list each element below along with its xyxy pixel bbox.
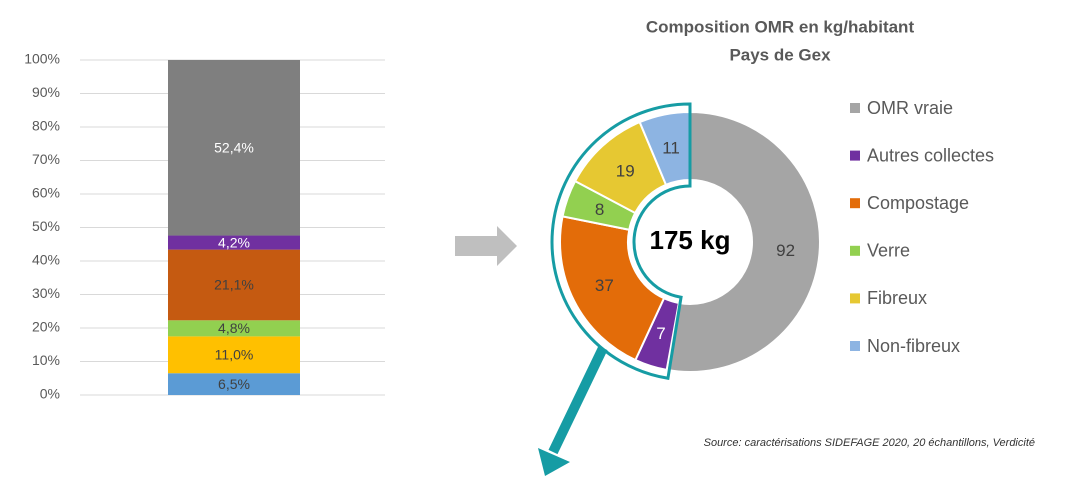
chart-subtitle: Pays de Gex bbox=[729, 45, 831, 64]
data-label: 37 bbox=[595, 276, 614, 295]
legend-label: Verre bbox=[867, 241, 910, 261]
y-tick-label: 10% bbox=[32, 352, 60, 368]
data-label: 52,4% bbox=[214, 139, 254, 155]
center-label: 175 kg bbox=[650, 225, 731, 255]
legend-label: Compostage bbox=[867, 193, 969, 213]
y-tick-label: 90% bbox=[32, 84, 60, 100]
legend-swatch bbox=[850, 150, 860, 161]
bar-segment bbox=[168, 60, 300, 236]
legend-swatch bbox=[850, 293, 860, 304]
data-label: 19 bbox=[616, 162, 635, 181]
data-label: 11,0% bbox=[215, 347, 254, 363]
data-label: 92 bbox=[776, 241, 795, 260]
bar-segment bbox=[168, 336, 300, 374]
y-tick-label: 50% bbox=[32, 218, 60, 234]
y-tick-label: 70% bbox=[32, 151, 60, 167]
data-label: 21,1% bbox=[214, 277, 254, 293]
legend-label: Autres collectes bbox=[867, 145, 994, 165]
legend-label: Fibreux bbox=[867, 288, 927, 308]
legend-label: OMR vraie bbox=[867, 98, 953, 118]
bar-segment bbox=[168, 235, 300, 250]
highlight-outline bbox=[550, 102, 692, 380]
legend-swatch bbox=[850, 341, 860, 351]
bar-segment bbox=[168, 249, 300, 321]
source-note: Source: caractérisations SIDEFAGE 2020, … bbox=[704, 437, 1035, 449]
bar-segment bbox=[168, 320, 300, 337]
bar-segment bbox=[168, 373, 300, 395]
legend-swatch bbox=[850, 198, 860, 209]
teal-arrow-shaft bbox=[548, 345, 608, 455]
legend-label: Non-fibreux bbox=[867, 336, 960, 356]
data-label: 7 bbox=[656, 324, 665, 343]
chart-title: Composition OMR en kg/habitant bbox=[646, 17, 915, 36]
data-label: 11 bbox=[662, 138, 680, 157]
data-label: 6,5% bbox=[218, 376, 250, 392]
legend-swatch bbox=[850, 103, 860, 113]
teal-arrow-head bbox=[538, 448, 570, 476]
y-tick-label: 80% bbox=[32, 118, 60, 134]
data-label: 8 bbox=[595, 200, 604, 219]
gray-arrow bbox=[455, 226, 517, 266]
y-tick-label: 20% bbox=[32, 319, 60, 335]
y-tick-label: 60% bbox=[32, 185, 60, 201]
y-tick-label: 0% bbox=[40, 386, 60, 402]
donut-slice bbox=[665, 110, 821, 373]
donut-slice bbox=[559, 215, 666, 362]
legend-swatch bbox=[850, 245, 860, 256]
y-tick-label: 40% bbox=[32, 252, 60, 268]
y-tick-label: 100% bbox=[24, 51, 60, 67]
data-label: 4,8% bbox=[218, 320, 250, 336]
y-tick-label: 30% bbox=[32, 285, 60, 301]
data-label: 4,2% bbox=[218, 234, 250, 250]
